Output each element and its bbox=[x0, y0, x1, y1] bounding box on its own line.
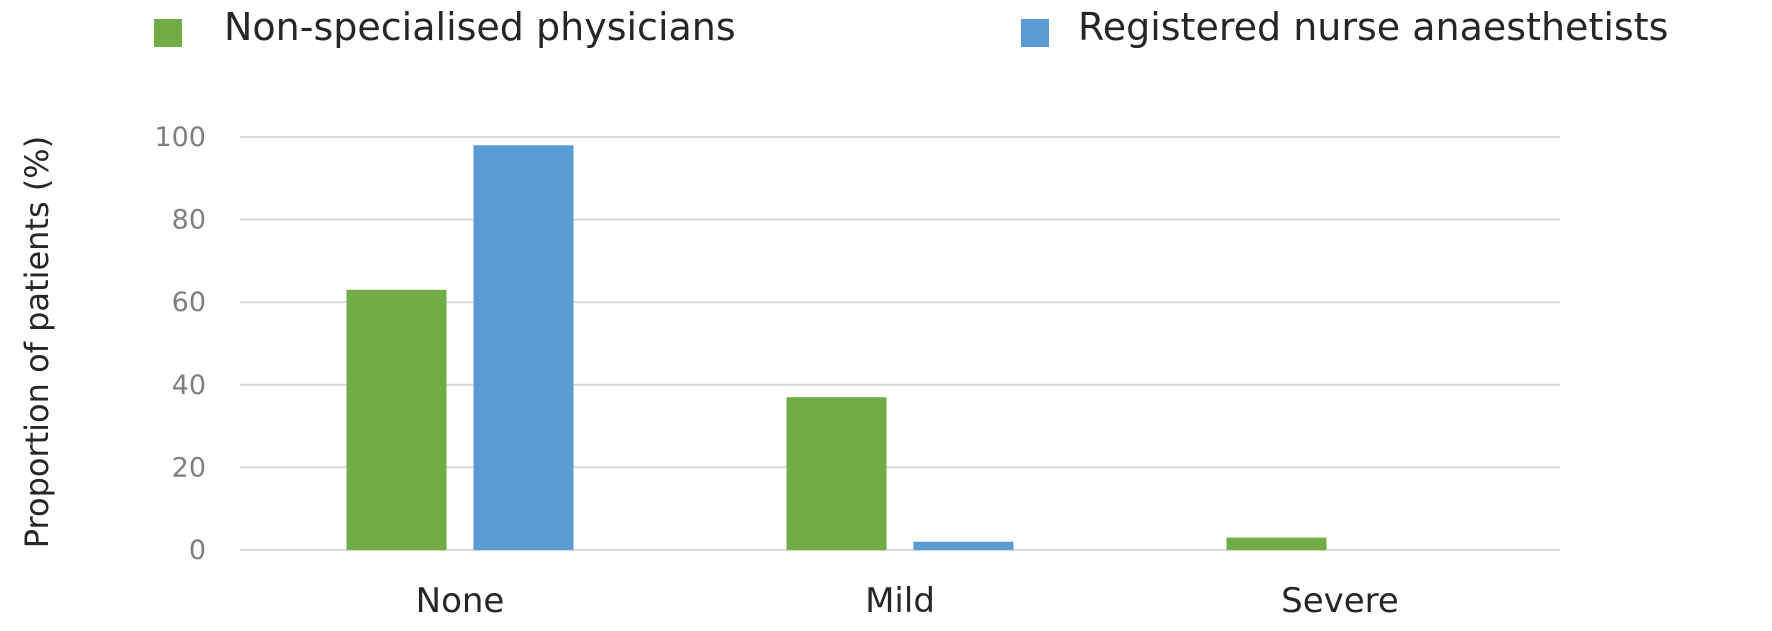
y-tick-label: 0 bbox=[189, 535, 206, 566]
bars bbox=[346, 145, 1327, 550]
x-tick-label: Severe bbox=[1281, 581, 1399, 621]
bar-nurses-mild bbox=[913, 541, 1014, 550]
x-axis-ticks: None Mild Severe bbox=[416, 581, 1399, 621]
y-axis-label: Proportion of patients (%) bbox=[18, 136, 56, 548]
legend-item-nurses: Registered nurse anaesthetists bbox=[1021, 5, 1668, 49]
x-tick-label: None bbox=[416, 581, 505, 621]
legend-swatch-nurses bbox=[1021, 19, 1049, 47]
gridlines bbox=[240, 136, 1560, 551]
y-axis-ticks: 0 20 40 60 80 100 bbox=[154, 122, 206, 566]
legend-swatch-physicians bbox=[154, 19, 182, 47]
y-axis-title: Proportion of patients (%) bbox=[18, 136, 56, 548]
bar-physicians-severe bbox=[1226, 537, 1327, 550]
bar-physicians-none bbox=[346, 289, 447, 550]
legend: Non-specialised physicians Registered nu… bbox=[154, 5, 1668, 49]
y-tick-label: 40 bbox=[172, 370, 206, 401]
bar-nurses-none bbox=[473, 145, 574, 550]
bar-physicians-mild bbox=[786, 397, 887, 550]
legend-label-nurses: Registered nurse anaesthetists bbox=[1078, 5, 1668, 49]
legend-item-physicians: Non-specialised physicians bbox=[154, 5, 736, 49]
x-tick-label: Mild bbox=[865, 581, 935, 621]
legend-label-physicians: Non-specialised physicians bbox=[224, 5, 736, 49]
y-tick-label: 20 bbox=[172, 452, 206, 483]
y-tick-label: 80 bbox=[172, 205, 206, 236]
y-tick-label: 100 bbox=[154, 122, 206, 153]
y-tick-label: 60 bbox=[172, 287, 206, 318]
